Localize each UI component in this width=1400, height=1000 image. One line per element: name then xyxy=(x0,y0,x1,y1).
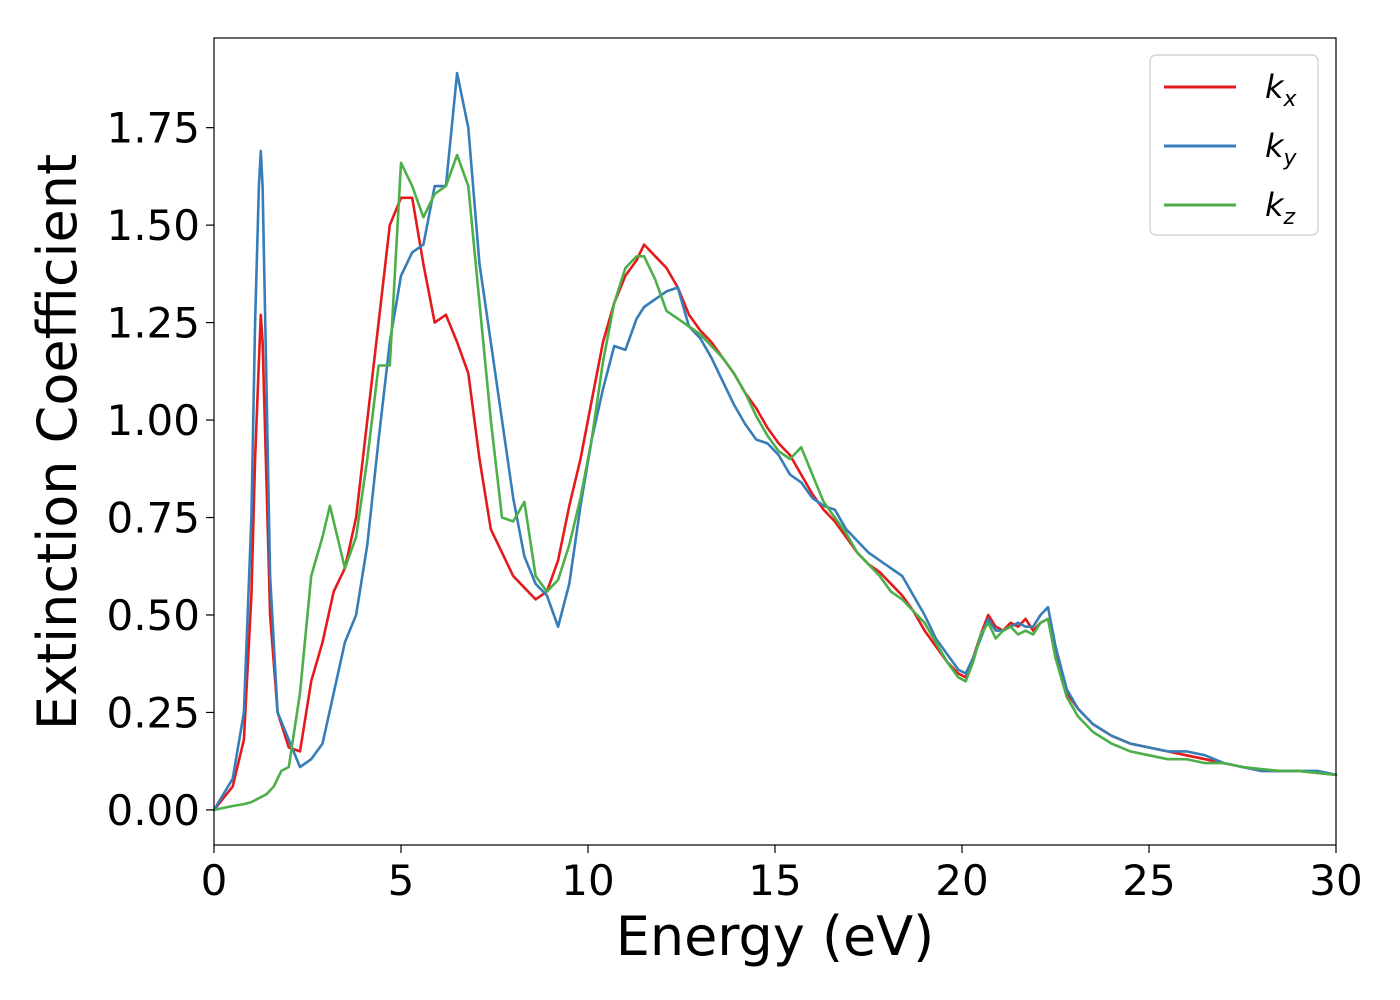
x-tick-label: 30 xyxy=(1309,856,1362,905)
legend-label-kz: kz xyxy=(1265,186,1296,230)
x-tick-label: 20 xyxy=(935,856,988,905)
x-axis: 0 5 10 15 20 25 30 xyxy=(201,845,1363,905)
y-tick-label: 0.50 xyxy=(106,591,200,640)
y-tick-label: 0.75 xyxy=(106,494,200,543)
x-tick-label: 10 xyxy=(561,856,614,905)
y-tick-label: 1.25 xyxy=(106,299,200,348)
series-line-kz xyxy=(212,153,1338,812)
y-axis: 0.00 0.25 0.50 0.75 1.00 1.25 1.50 1.75 xyxy=(106,104,214,835)
y-tick-label: 0.00 xyxy=(106,786,200,835)
y-tick-label: 0.25 xyxy=(106,688,200,737)
x-axis-label: Energy (eV) xyxy=(616,905,935,968)
x-tick-label: 5 xyxy=(388,856,415,905)
x-tick-label: 25 xyxy=(1122,856,1175,905)
y-tick-label: 1.75 xyxy=(106,104,200,153)
x-tick-label: 15 xyxy=(748,856,801,905)
series-layer xyxy=(212,71,1338,812)
legend-label-ky: ky xyxy=(1265,127,1298,171)
legend: kx ky kz xyxy=(1149,54,1319,236)
y-axis-label: Extinction Coefficient xyxy=(26,154,89,730)
y-tick-label: 1.50 xyxy=(106,201,200,250)
x-tick-label: 0 xyxy=(201,856,228,905)
y-tick-label: 1.00 xyxy=(106,396,200,445)
series-line-ky xyxy=(212,71,1338,812)
legend-label-kx: kx xyxy=(1265,68,1298,112)
